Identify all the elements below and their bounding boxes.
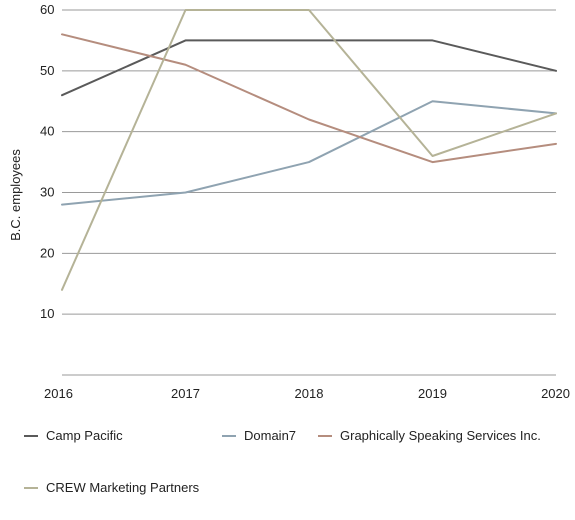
- x-tick-label: 2017: [171, 386, 200, 401]
- x-tick-label: 2016: [44, 386, 73, 401]
- y-tick-labels: 10 20 30 40 50 60: [40, 2, 54, 321]
- y-tick-label: 30: [40, 185, 54, 200]
- y-tick-label: 20: [40, 245, 54, 260]
- x-tick-label: 2020: [541, 386, 570, 401]
- grid-lines: [62, 9, 556, 376]
- series-line-domain7: [61, 100, 557, 206]
- y-tick-label: 40: [40, 124, 54, 139]
- x-tick-label: 2019: [418, 386, 447, 401]
- series-lines: [61, 9, 557, 291]
- y-tick-label: 50: [40, 63, 54, 78]
- series-line-camp-pacific: [61, 39, 557, 97]
- y-tick-label: 10: [40, 306, 54, 321]
- x-tick-labels: 2016 2017 2018 2019 2020: [44, 386, 570, 401]
- series-line-crew-marketing-partners: [61, 9, 557, 291]
- y-axis-label: B.C. employees: [8, 149, 23, 241]
- series-line-graphically-speaking-services-inc: [61, 33, 557, 164]
- x-tick-label: 2018: [295, 386, 324, 401]
- y-tick-label: 60: [40, 2, 54, 17]
